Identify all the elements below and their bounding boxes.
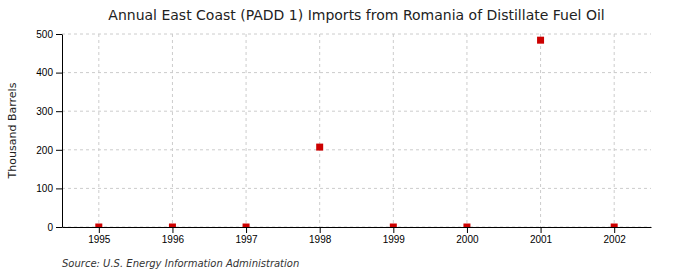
point bbox=[243, 224, 250, 228]
y-tick: 300 bbox=[36, 106, 62, 117]
x-tick: 2002 bbox=[604, 227, 627, 245]
y-grid-line bbox=[62, 149, 651, 150]
x-grid-line bbox=[172, 34, 173, 227]
y-axis: 0 100 200 300 400 500 bbox=[36, 29, 62, 233]
y-tick-label: 200 bbox=[36, 145, 53, 156]
x-tick-mark bbox=[99, 227, 100, 233]
x-grid-line bbox=[98, 34, 99, 227]
y-grid-line bbox=[62, 34, 651, 35]
y-tick: 200 bbox=[36, 145, 62, 156]
x-axis: 1995 1996 1997 1998 1999 2000 2001 2002 bbox=[63, 227, 652, 245]
y-tick-label: 0 bbox=[47, 222, 53, 233]
x-tick-label: 1999 bbox=[383, 234, 406, 245]
y-grid-line bbox=[62, 72, 651, 73]
y-tick: 500 bbox=[36, 29, 62, 40]
y-tick: 100 bbox=[36, 183, 62, 194]
y-tick-label: 400 bbox=[36, 67, 53, 78]
x-tick-label: 1995 bbox=[88, 234, 111, 245]
y-grid-line bbox=[62, 188, 651, 189]
y-tick-mark bbox=[56, 73, 62, 74]
x-tick: 2001 bbox=[530, 227, 553, 245]
x-tick-label: 2002 bbox=[604, 234, 627, 245]
x-tick-label: 1997 bbox=[235, 234, 258, 245]
x-tick-label: 2001 bbox=[530, 234, 553, 245]
x-grid-line bbox=[466, 34, 467, 227]
x-tick: 2000 bbox=[456, 227, 479, 245]
plot: 1995 1996 1997 1998 1999 2000 2001 2002 0 100 200 3… bbox=[36, 29, 651, 245]
x-axis-line bbox=[63, 227, 652, 228]
x-tick: 1997 bbox=[235, 227, 258, 245]
x-tick: 1999 bbox=[383, 227, 406, 245]
x-tick: 1995 bbox=[88, 227, 111, 245]
y-grid-line bbox=[62, 227, 651, 228]
point bbox=[463, 224, 470, 228]
point bbox=[95, 224, 102, 228]
x-grid-line bbox=[614, 34, 615, 227]
y-grid-line bbox=[62, 111, 651, 112]
x-tick-mark bbox=[172, 227, 173, 233]
x-tick-mark bbox=[614, 227, 615, 233]
x-tick-mark bbox=[320, 227, 321, 233]
x-grid-line bbox=[319, 34, 320, 227]
y-tick-mark bbox=[56, 150, 62, 151]
x-tick-label: 2000 bbox=[456, 234, 479, 245]
point bbox=[537, 37, 544, 44]
y-tick-mark bbox=[56, 227, 62, 228]
y-tick-mark bbox=[56, 34, 62, 35]
x-grid-line bbox=[540, 34, 541, 227]
x-tick: 1996 bbox=[162, 227, 185, 245]
x-grid-line bbox=[393, 34, 394, 227]
y-axis-line bbox=[62, 35, 63, 228]
chart: 1995 1996 1997 1998 1999 2000 2001 2002 0 100 200 3… bbox=[0, 0, 675, 275]
points bbox=[95, 37, 617, 227]
y-tick-mark bbox=[56, 111, 62, 112]
x-tick: 1998 bbox=[309, 227, 332, 245]
x-tick-mark bbox=[393, 227, 394, 233]
y-tick-label: 300 bbox=[36, 106, 53, 117]
y-axis-title: Thousand Barrels bbox=[6, 82, 19, 179]
y-tick-label: 500 bbox=[36, 29, 53, 40]
y-tick-mark bbox=[56, 188, 62, 189]
grid bbox=[62, 34, 651, 227]
point bbox=[316, 144, 323, 151]
title: Annual East Coast (PADD 1) Imports from … bbox=[108, 7, 604, 23]
point bbox=[611, 224, 618, 228]
point bbox=[169, 224, 176, 228]
y-tick-label: 100 bbox=[36, 183, 53, 194]
x-tick-mark bbox=[467, 227, 468, 233]
x-tick-mark bbox=[541, 227, 542, 233]
y-tick: 400 bbox=[36, 67, 62, 78]
point bbox=[390, 224, 397, 228]
x-tick-label: 1996 bbox=[162, 234, 185, 245]
x-tick-label: 1998 bbox=[309, 234, 332, 245]
x-tick-mark bbox=[246, 227, 247, 233]
y-tick: 0 bbox=[47, 222, 62, 233]
source: Source: U.S. Energy Information Administ… bbox=[62, 258, 299, 269]
x-grid-line bbox=[246, 34, 247, 227]
